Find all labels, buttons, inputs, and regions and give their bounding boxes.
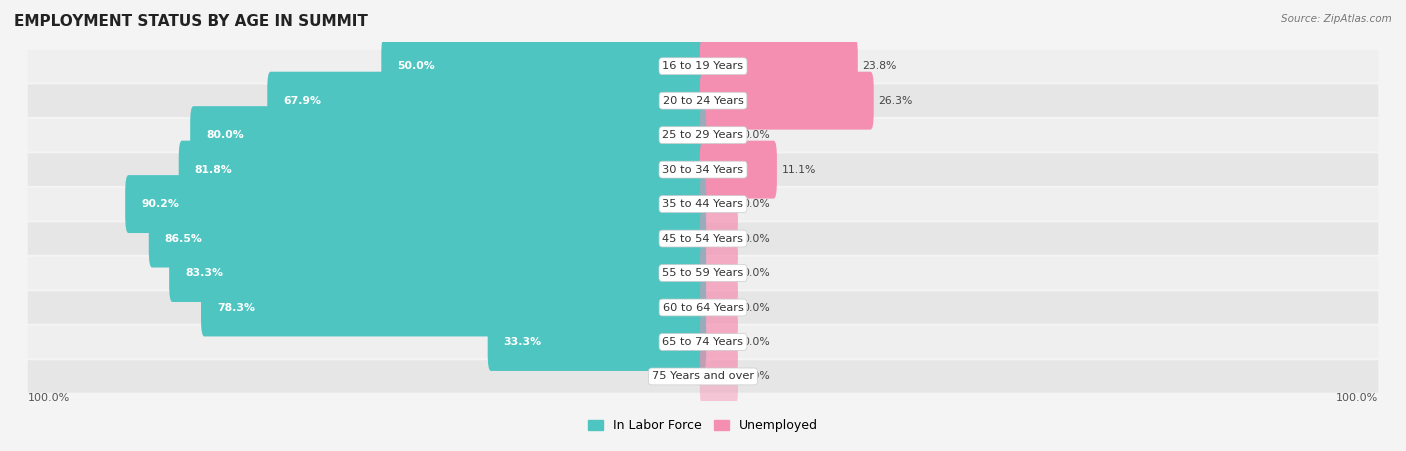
FancyBboxPatch shape — [488, 313, 706, 371]
Text: 78.3%: 78.3% — [217, 303, 254, 313]
Text: 65 to 74 Years: 65 to 74 Years — [662, 337, 744, 347]
FancyBboxPatch shape — [28, 50, 1378, 83]
Text: 0.0%: 0.0% — [742, 372, 770, 382]
FancyBboxPatch shape — [381, 37, 706, 95]
FancyBboxPatch shape — [28, 360, 1378, 393]
FancyBboxPatch shape — [149, 210, 706, 267]
FancyBboxPatch shape — [28, 326, 1378, 358]
Text: 100.0%: 100.0% — [28, 393, 70, 403]
Text: 11.1%: 11.1% — [782, 165, 815, 175]
Text: 86.5%: 86.5% — [165, 234, 202, 244]
FancyBboxPatch shape — [700, 72, 873, 129]
FancyBboxPatch shape — [700, 313, 738, 371]
Text: 80.0%: 80.0% — [207, 130, 243, 140]
Text: 25 to 29 Years: 25 to 29 Years — [662, 130, 744, 140]
FancyBboxPatch shape — [169, 244, 706, 302]
Text: 30 to 34 Years: 30 to 34 Years — [662, 165, 744, 175]
FancyBboxPatch shape — [700, 37, 858, 95]
Text: 50.0%: 50.0% — [398, 61, 434, 71]
FancyBboxPatch shape — [28, 222, 1378, 255]
Text: 0.0%: 0.0% — [742, 303, 770, 313]
Text: EMPLOYMENT STATUS BY AGE IN SUMMIT: EMPLOYMENT STATUS BY AGE IN SUMMIT — [14, 14, 368, 28]
FancyBboxPatch shape — [28, 291, 1378, 324]
FancyBboxPatch shape — [28, 188, 1378, 220]
Text: 26.3%: 26.3% — [879, 96, 912, 106]
Text: 0.0%: 0.0% — [742, 268, 770, 278]
FancyBboxPatch shape — [267, 72, 706, 129]
Text: 81.8%: 81.8% — [194, 165, 232, 175]
Text: 35 to 44 Years: 35 to 44 Years — [662, 199, 744, 209]
Text: 0.0%: 0.0% — [742, 130, 770, 140]
FancyBboxPatch shape — [28, 153, 1378, 186]
Text: 0.0%: 0.0% — [742, 199, 770, 209]
Text: 67.9%: 67.9% — [283, 96, 321, 106]
Text: 0.0%: 0.0% — [742, 234, 770, 244]
FancyBboxPatch shape — [700, 106, 738, 164]
Text: 100.0%: 100.0% — [1336, 393, 1378, 403]
FancyBboxPatch shape — [28, 84, 1378, 117]
Legend: In Labor Force, Unemployed: In Labor Force, Unemployed — [583, 414, 823, 437]
Text: 60 to 64 Years: 60 to 64 Years — [662, 303, 744, 313]
FancyBboxPatch shape — [201, 279, 706, 336]
Text: 75 Years and over: 75 Years and over — [652, 372, 754, 382]
Text: 16 to 19 Years: 16 to 19 Years — [662, 61, 744, 71]
Text: 20 to 24 Years: 20 to 24 Years — [662, 96, 744, 106]
FancyBboxPatch shape — [179, 141, 706, 198]
FancyBboxPatch shape — [700, 244, 738, 302]
FancyBboxPatch shape — [700, 141, 778, 198]
Text: 0.0%: 0.0% — [668, 372, 696, 382]
Text: 45 to 54 Years: 45 to 54 Years — [662, 234, 744, 244]
Text: 55 to 59 Years: 55 to 59 Years — [662, 268, 744, 278]
FancyBboxPatch shape — [700, 210, 738, 267]
Text: 83.3%: 83.3% — [186, 268, 224, 278]
Text: Source: ZipAtlas.com: Source: ZipAtlas.com — [1281, 14, 1392, 23]
Text: 23.8%: 23.8% — [862, 61, 897, 71]
FancyBboxPatch shape — [700, 175, 738, 233]
Text: 90.2%: 90.2% — [141, 199, 179, 209]
FancyBboxPatch shape — [28, 257, 1378, 289]
FancyBboxPatch shape — [190, 106, 706, 164]
FancyBboxPatch shape — [700, 279, 738, 336]
Text: 0.0%: 0.0% — [742, 337, 770, 347]
FancyBboxPatch shape — [125, 175, 706, 233]
FancyBboxPatch shape — [28, 119, 1378, 152]
FancyBboxPatch shape — [700, 347, 738, 405]
Text: 33.3%: 33.3% — [503, 337, 541, 347]
